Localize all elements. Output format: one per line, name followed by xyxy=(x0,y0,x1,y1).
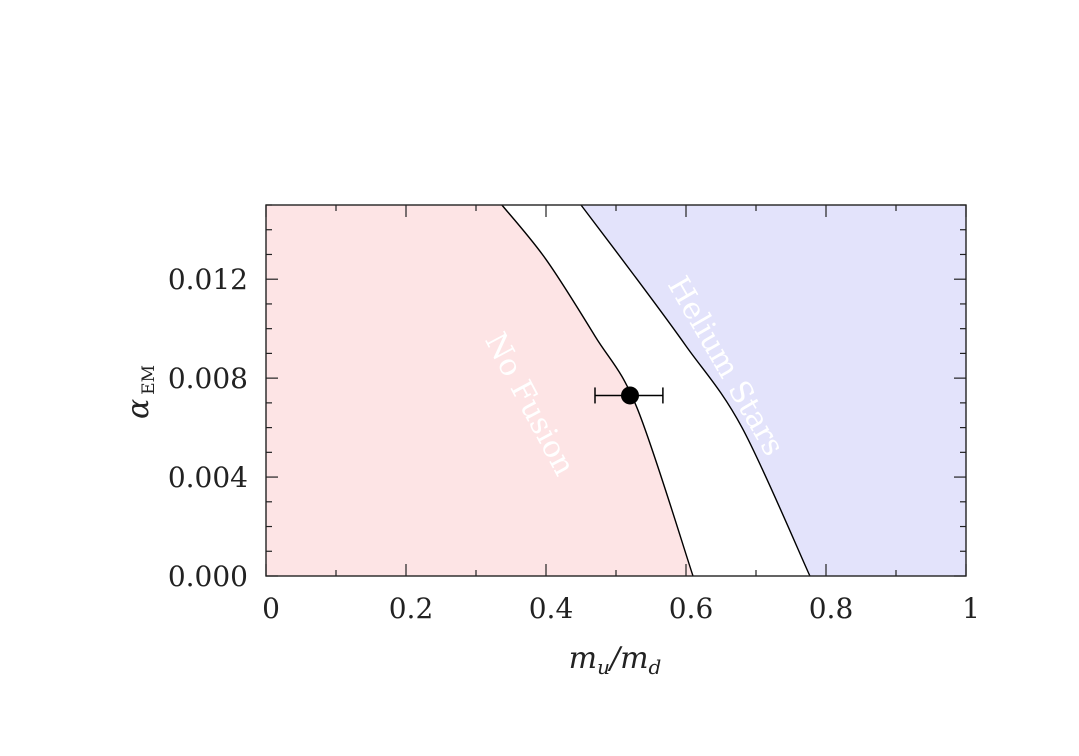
x-axis-label: mu/md xyxy=(569,641,662,679)
data-point-group xyxy=(594,386,664,405)
x-tick-label: 1 xyxy=(962,592,980,625)
y-axis-label: αEM xyxy=(121,365,159,419)
x-tick-label: 0 xyxy=(262,592,280,625)
region-helium-stars xyxy=(581,205,966,576)
region-no-fusion xyxy=(266,205,693,576)
boundary-line-helium-stars xyxy=(580,204,811,577)
y-tick-label: 0.012 xyxy=(168,263,248,296)
y-axis-ticks: 0.000 0.004 0.008 0.012 xyxy=(168,204,966,593)
data-point xyxy=(621,386,639,405)
boundary-line-no-fusion xyxy=(501,204,694,577)
x-axis-ticks: 0 0.2 0.4 0.6 0.8 1 xyxy=(262,205,980,625)
y-tick-label: 0.004 xyxy=(168,461,248,494)
x-tick-label: 0.2 xyxy=(389,592,434,625)
y-tick-label: 0.008 xyxy=(168,362,248,395)
x-tick-label: 0.4 xyxy=(529,592,574,625)
plot-regions xyxy=(266,204,966,577)
x-tick-label: 0.6 xyxy=(669,592,714,625)
x-tick-label: 0.8 xyxy=(809,592,854,625)
y-tick-label: 0.000 xyxy=(168,560,248,593)
